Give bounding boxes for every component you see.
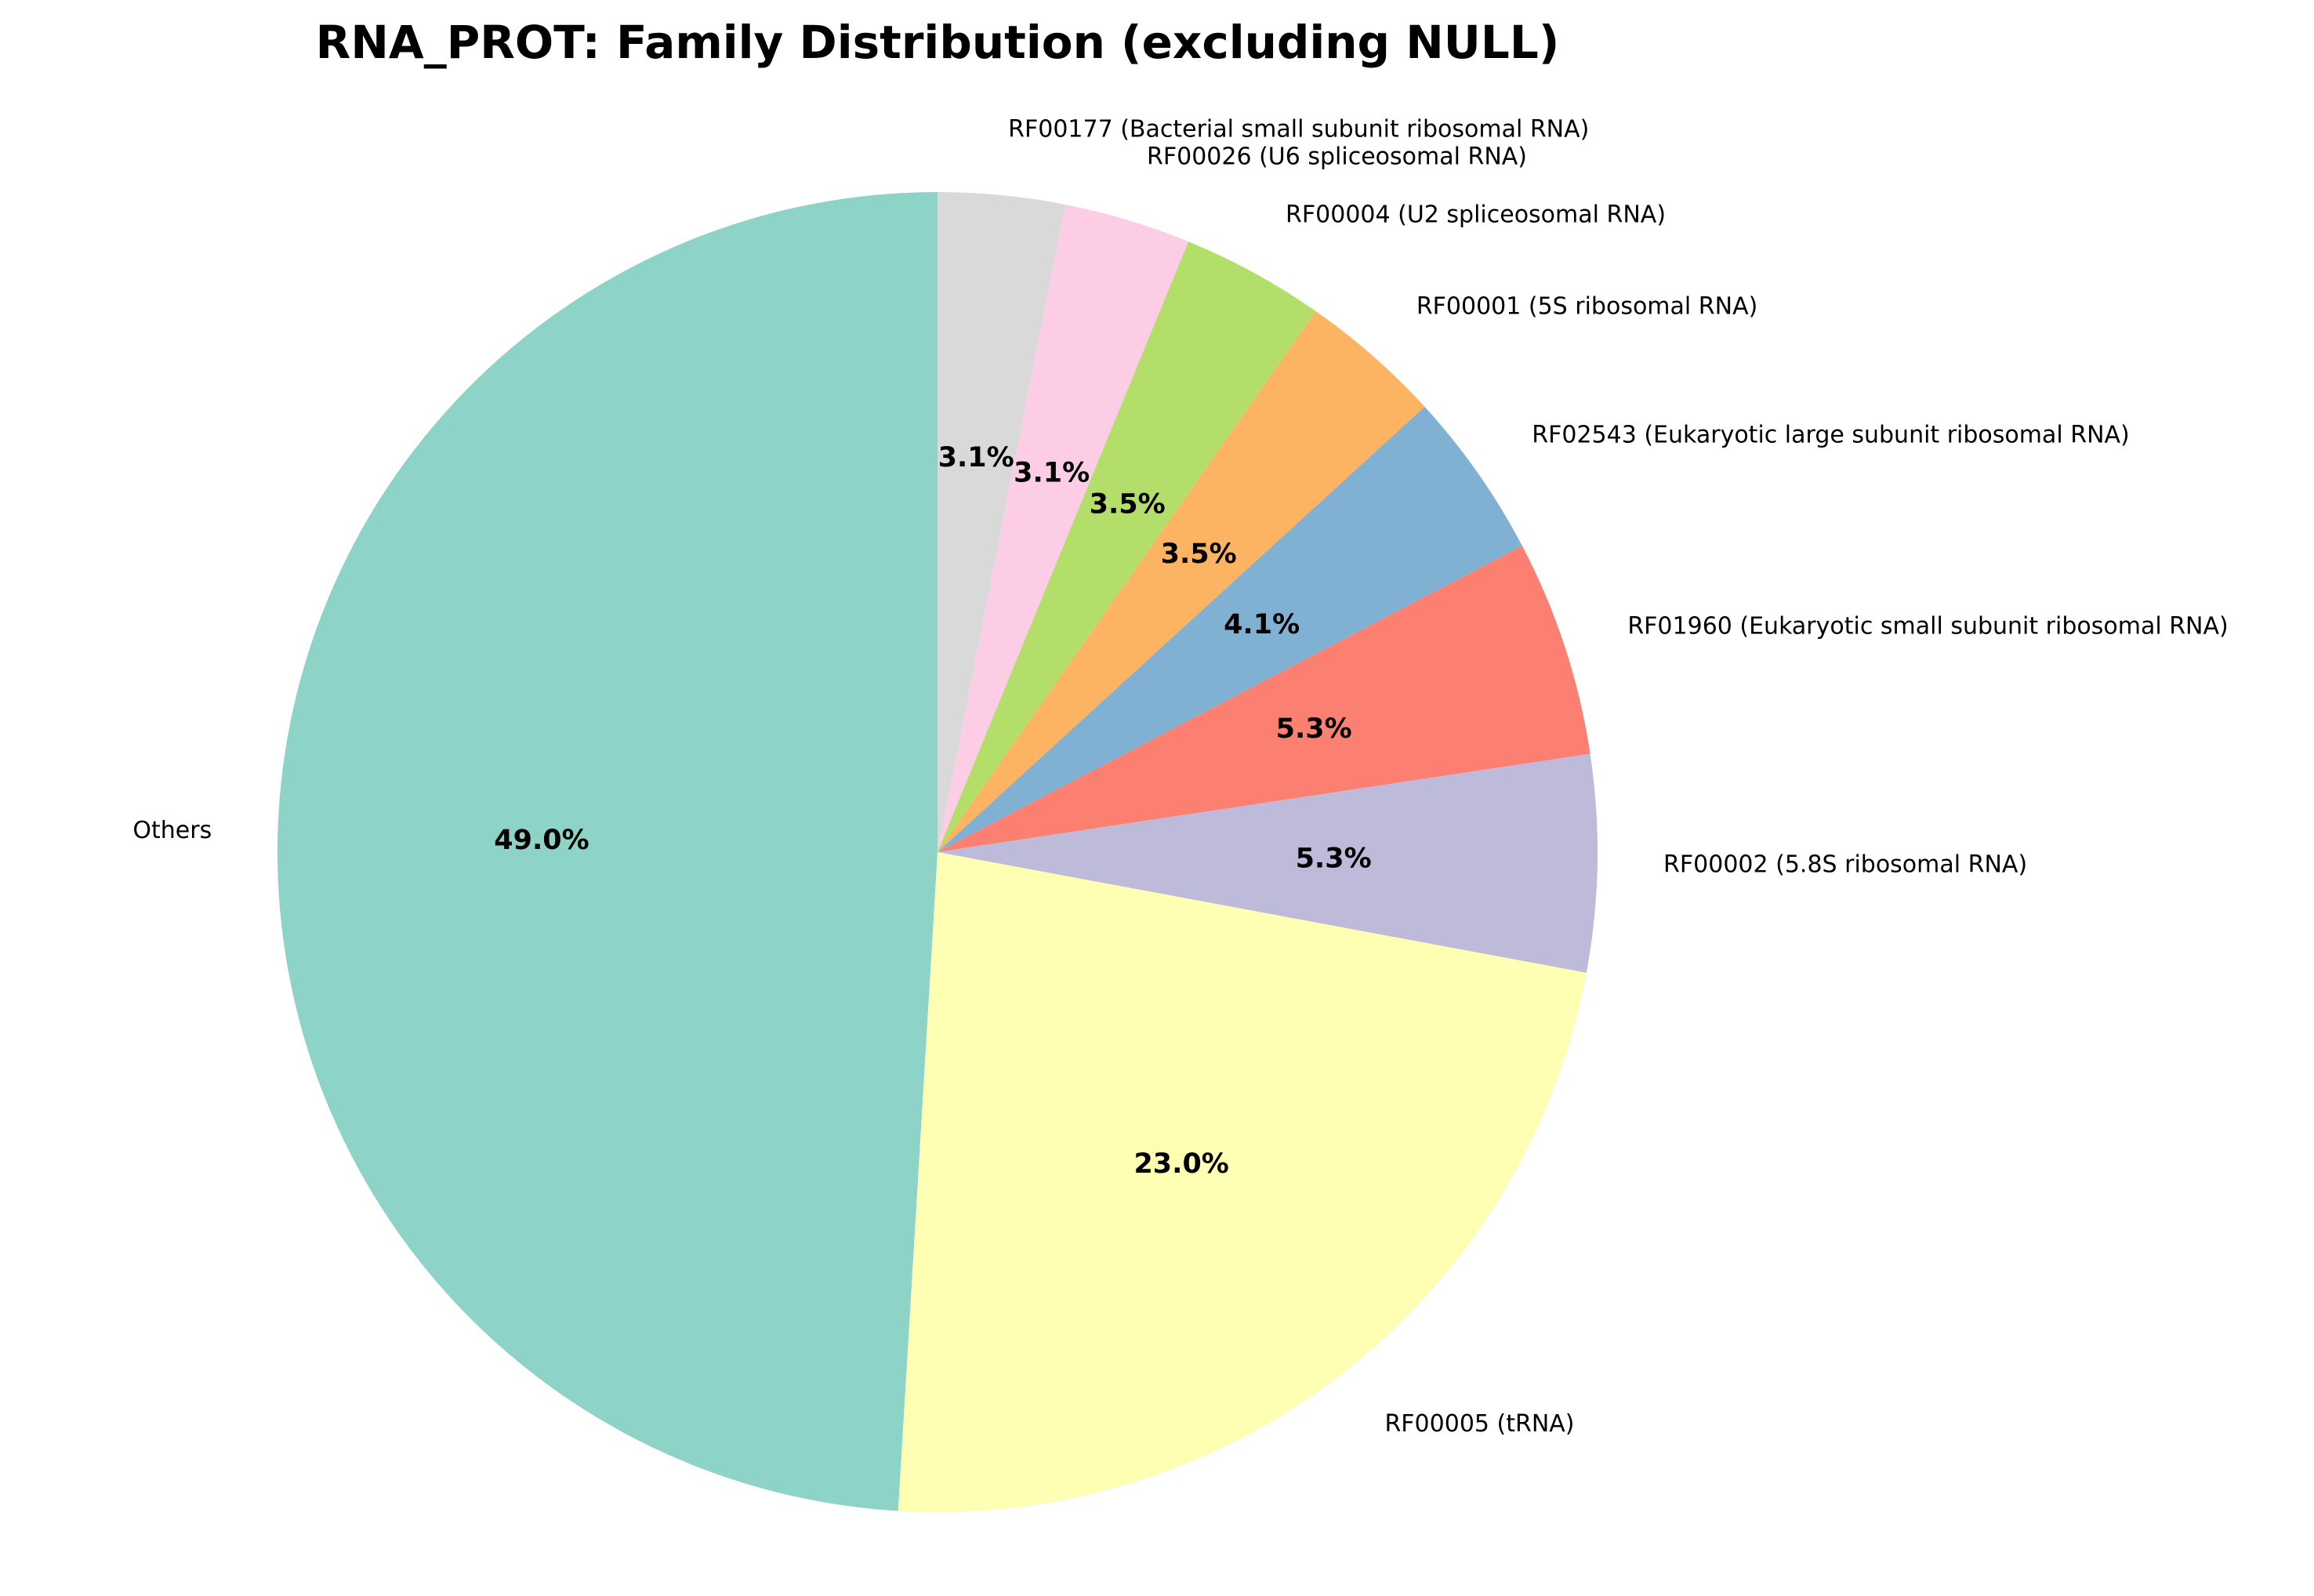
- slice-label-others: Others: [132, 817, 212, 844]
- percentage-labels: 3.1% 3.1%3.5%3.5%4.1%5.3%5.3%23.0%49.0%: [494, 442, 1371, 1180]
- pie-slice-rf02543-eukaryotic-large-subunit-ribosomal-rna: [938, 406, 1522, 852]
- pct-label-others: 49.0%: [494, 825, 589, 856]
- pct-label-rf00026-u6-spliceosomal-rna: 3.1%: [1014, 457, 1090, 488]
- pct-label-rf02543-eukaryotic-large-subunit-ribosomal-rna: 4.1%: [1224, 609, 1300, 640]
- pie-slice-rf00001-5s-ribosomal-rna: [938, 310, 1425, 852]
- pie-slice-rf00004-u2-spliceosomal-rna: [938, 241, 1316, 853]
- slice-label-rf01960-eukaryotic-small-subunit-ribosomal-rna: RF01960 (Eukaryotic small subunit riboso…: [1627, 613, 2228, 640]
- slice-label-rf00001-5s-ribosomal-rna: RF00001 (5S ribosomal RNA): [1416, 292, 1757, 320]
- slice-labels: RF00177 (Bacterial small subunit ribosom…: [132, 116, 2228, 1438]
- slice-label-rf02543-eukaryotic-large-subunit-ribosomal-rna: RF02543 (Eukaryotic large subunit riboso…: [1532, 422, 2130, 449]
- pct-label-rf00001-5s-ribosomal-rna: 3.5%: [1161, 539, 1237, 570]
- pie-slices: [277, 191, 1598, 1513]
- slice-label-rf00005-trna: RF00005 (tRNA): [1384, 1410, 1574, 1438]
- pct-label-rf00004-u2-spliceosomal-rna: 3.5%: [1090, 489, 1166, 521]
- pie-slice-rf01960-eukaryotic-small-subunit-ribosomal-rna: [938, 546, 1590, 852]
- pie-slice-rf00177-bacterial-small-subunit-ribosomal-rna: [938, 191, 1066, 852]
- chart-title: RNA_PROT: Family Distribution (excluding…: [316, 16, 1560, 69]
- slice-label-rf00026-u6-spliceosomal-rna: RF00026 (U6 spliceosomal RNA): [1147, 143, 1527, 171]
- pie-slice-rf00002-5-8s-ribosomal-rna: [938, 753, 1598, 974]
- pct-label-rf00002-5-8s-ribosomal-rna: 5.3%: [1296, 843, 1372, 875]
- pie-slice-rf00026-u6-spliceosomal-rna: [938, 204, 1189, 852]
- pie-slice-others: [277, 192, 938, 1511]
- slice-label-rf00177-bacterial-small-subunit-ribosomal-rna: RF00177 (Bacterial small subunit ribosom…: [1008, 116, 1589, 143]
- pie-slice-rf00005-trna: [898, 852, 1587, 1513]
- pct-label-rf00005-trna: 23.0%: [1133, 1148, 1228, 1180]
- slice-label-rf00002-5-8s-ribosomal-rna: RF00002 (5.8S ribosomal RNA): [1663, 851, 2027, 879]
- slice-label-rf00004-u2-spliceosomal-rna: RF00004 (U2 spliceosomal RNA): [1286, 201, 1666, 229]
- pct-label-rf00177-bacterial-small-subunit-ribosomal-rna: 3.1%: [938, 442, 1014, 473]
- pct-label-rf01960-eukaryotic-small-subunit-ribosomal-rna: 5.3%: [1276, 713, 1352, 745]
